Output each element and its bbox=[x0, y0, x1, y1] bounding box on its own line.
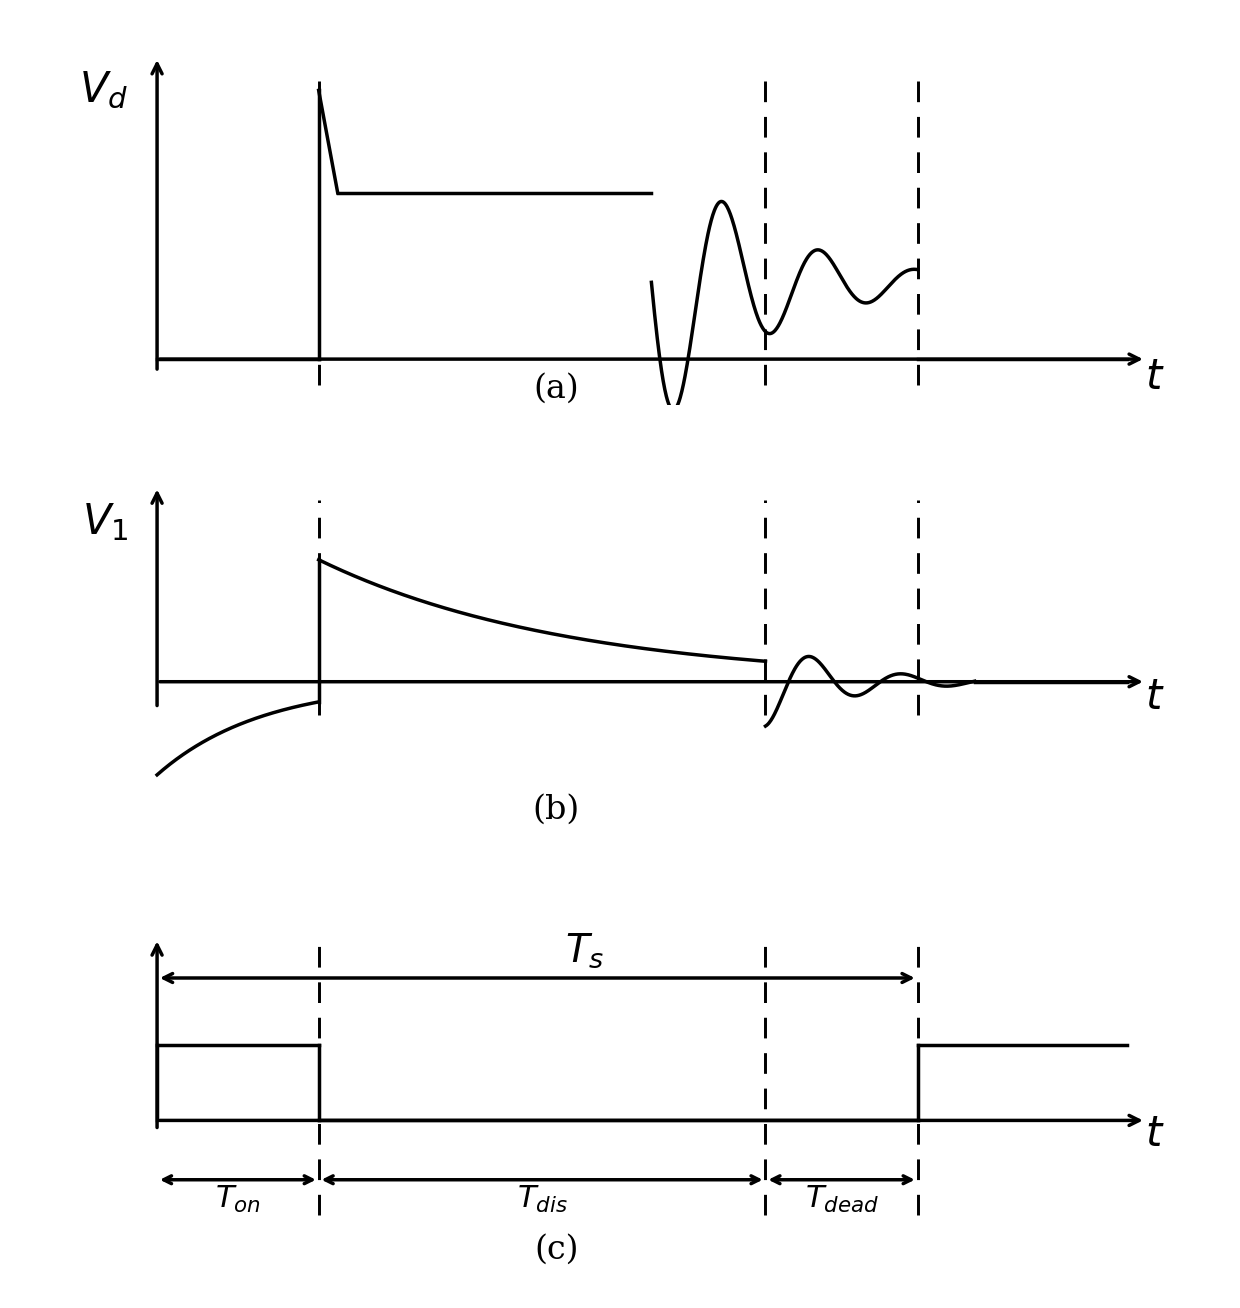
Text: $T_{on}$: $T_{on}$ bbox=[215, 1184, 260, 1215]
Text: (b): (b) bbox=[533, 794, 580, 827]
Text: (c): (c) bbox=[534, 1233, 579, 1266]
Text: $V_d$: $V_d$ bbox=[79, 69, 129, 111]
Text: $V_1$: $V_1$ bbox=[82, 501, 129, 543]
Text: $t$: $t$ bbox=[1146, 676, 1166, 718]
Text: $t$: $t$ bbox=[1146, 1113, 1166, 1155]
Text: $t$: $t$ bbox=[1146, 356, 1166, 398]
Text: $T_{dead}$: $T_{dead}$ bbox=[805, 1184, 879, 1215]
Text: (a): (a) bbox=[533, 373, 579, 404]
Text: $T_s$: $T_s$ bbox=[565, 931, 605, 971]
Text: $T_{dis}$: $T_{dis}$ bbox=[517, 1184, 568, 1215]
